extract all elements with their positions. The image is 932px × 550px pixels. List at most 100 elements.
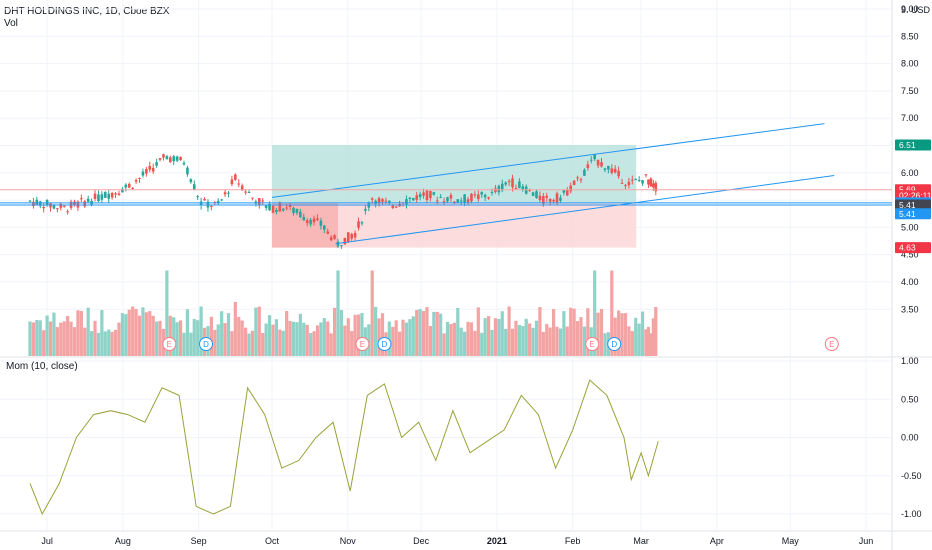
time-label: Sep — [191, 536, 207, 546]
volume-bar — [134, 309, 138, 356]
candle-body — [631, 179, 634, 181]
candle-body — [155, 162, 158, 166]
time-axis: Jul Aug Sep Oct Nov Dec 2021 Feb Mar Apr May Jun — [41, 536, 873, 546]
volume-bar — [196, 320, 200, 356]
volume-bar — [582, 326, 586, 356]
candle-body — [288, 204, 292, 207]
candle-body — [329, 237, 333, 241]
volume-bar — [356, 314, 361, 356]
candle-body — [391, 205, 395, 208]
volume-bar — [124, 314, 128, 356]
volume-bar — [408, 319, 412, 356]
momentum-pane: Mom (10, close) 1.00 0.50 0.00 -0.50 -1.00 — [6, 356, 922, 519]
volume-bar — [189, 332, 193, 356]
volume-bar — [182, 332, 186, 356]
candle-body — [442, 201, 446, 203]
candle-body — [281, 208, 285, 211]
candle-body — [312, 218, 316, 223]
earnings-marker[interactable] — [162, 337, 177, 351]
candle-body — [32, 201, 35, 206]
candle-body — [234, 174, 237, 180]
volume-bar — [127, 309, 131, 356]
candle-body — [411, 198, 415, 201]
candle-body — [162, 154, 165, 158]
candle-body — [521, 186, 525, 190]
volume-bar — [281, 330, 285, 356]
candle-body — [56, 208, 59, 210]
time-label: Mar — [633, 536, 649, 546]
candle-body — [80, 198, 83, 200]
volume-bar — [31, 322, 36, 356]
volume-bar — [45, 315, 49, 356]
candle-body — [169, 157, 172, 163]
candle-body — [145, 169, 148, 174]
volume-bar — [651, 318, 655, 356]
volume-bar — [398, 331, 402, 356]
volume-bar — [411, 316, 415, 356]
dividend-marker[interactable] — [607, 337, 622, 351]
candle-body — [151, 167, 155, 172]
volume-bar — [545, 324, 549, 356]
volume-bar — [295, 322, 299, 356]
candle-body — [470, 193, 473, 202]
candle-body — [86, 198, 90, 202]
volume-bar — [192, 319, 196, 356]
candle-body — [562, 189, 566, 193]
candle-body — [483, 194, 487, 198]
volume-bar — [418, 309, 422, 356]
currency-label: USD — [911, 5, 931, 15]
candle-body — [93, 193, 97, 199]
momentum-tick-label: 0.00 — [901, 433, 919, 443]
candle-body — [271, 205, 275, 213]
volume-bar — [521, 325, 525, 356]
candle-body — [583, 169, 586, 176]
candle-body — [514, 187, 518, 190]
volume-bar — [569, 307, 573, 356]
volume-bar — [637, 323, 641, 356]
candle-body — [652, 183, 655, 188]
price-badge-label: 5.69 — [899, 185, 916, 195]
candle-body — [473, 194, 477, 196]
volume-bar — [113, 329, 118, 356]
earnings-marker[interactable] — [585, 337, 600, 351]
volume-bar — [480, 332, 484, 356]
volume-bar — [572, 308, 576, 356]
volume-bar — [96, 332, 101, 356]
volume-bar — [264, 323, 268, 356]
volume-bar — [617, 310, 621, 356]
candle-body — [186, 167, 189, 175]
volume-bar — [404, 322, 409, 356]
dividend-marker[interactable] — [199, 337, 213, 351]
momentum-tick-label: 1.00 — [901, 356, 919, 366]
candle-body — [203, 198, 206, 201]
volume-bar — [654, 307, 658, 356]
upcoming-earnings-marker[interactable] — [824, 337, 839, 351]
volume-bar — [644, 329, 648, 356]
candle-body — [418, 194, 422, 198]
candle-body — [617, 170, 620, 177]
candle-body — [251, 197, 254, 199]
candle-body — [230, 179, 234, 185]
volume-bar — [155, 321, 159, 356]
candle-body — [66, 211, 69, 213]
volume-bar — [291, 321, 296, 356]
candle-body — [627, 181, 631, 186]
volume-bar — [575, 321, 580, 356]
candle-body — [237, 183, 241, 185]
earnings-marker[interactable] — [355, 337, 370, 351]
volume-bar — [148, 311, 152, 356]
price-tick-label: 8.50 — [901, 31, 919, 41]
dividend-marker[interactable] — [377, 337, 392, 351]
volume-bar — [144, 312, 148, 356]
time-label: Oct — [265, 536, 280, 546]
volume-bar — [247, 333, 251, 356]
volume-bar — [449, 324, 453, 356]
candle-body — [405, 199, 408, 205]
candle-body — [97, 194, 100, 202]
volume-bar — [370, 270, 374, 356]
volume-bar — [627, 326, 631, 356]
loss-path — [272, 202, 338, 248]
